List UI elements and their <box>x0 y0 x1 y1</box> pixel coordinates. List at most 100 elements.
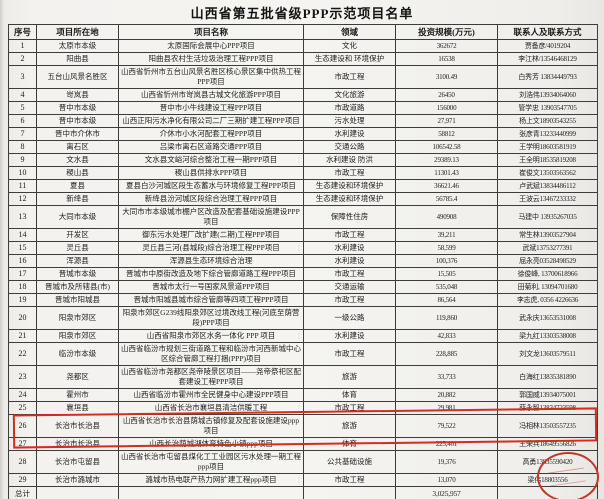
cell-contact: 崔俊文13503563562 <box>497 166 598 180</box>
cell-name: 夏县白沙河城区段生态蓄水与环境修复工程PPP项目 <box>118 179 304 193</box>
table-row: 1 太原市本级 太原国际会展中心PPP项目 文化 362672 贾备彦/4019204 <box>8 39 598 53</box>
cell-investment: 86,564 <box>395 293 498 307</box>
total-empty-cell <box>497 486 598 499</box>
cell-field: 保障性住房 <box>303 205 396 229</box>
cell-investment: 13,070 <box>395 473 498 487</box>
cell-name: 阳曲县农村生活垃圾治理工程PPP项目 <box>118 52 304 66</box>
cell-investment: 225,401 <box>395 437 498 451</box>
cell-name: 山西省临汾市霍州市全民健身中心建设PPP项目 <box>118 388 304 402</box>
table-row: 5 晋中市本级 晋中市小牛线建设工程PPP项目 市政道路 156000 管学忠 13903… <box>8 101 598 115</box>
cell-location: 阳泉市郊区 <box>36 329 119 343</box>
cell-location: 稷山县 <box>36 166 119 180</box>
cell-investment: 15,505 <box>395 267 498 281</box>
column-header-4: 投资规模(万元) <box>395 24 498 40</box>
cell-name: 御东污水处理厂改扩建(二期)工程PPP项目 <box>118 228 304 242</box>
cell-location: 晋中市本级 <box>36 101 119 115</box>
cell-name: 文水县文峪河综合整治工程一期PPP项目 <box>118 153 304 167</box>
cell-name: 山西省长治市屯留县煤化工工业园区污水处理一期工程ppp项目 <box>118 450 304 474</box>
cell-contact: 杨上文18903543255 <box>497 114 598 128</box>
cell-contact: 刘浩伟13934064060 <box>497 88 598 102</box>
table-row: 11 夏县 夏县白沙河城区段生态蓄水与环境修复工程PPP项目 生态建设和环境保护 366… <box>8 179 598 193</box>
cell-name: 太原国际会展中心PPP项目 <box>118 39 304 53</box>
cell-investment: 36621.46 <box>395 179 498 193</box>
cell-contact: 贾备彦/4019204 <box>497 39 598 53</box>
cell-name: 山西省忻州市岢岚县古城文化旅游PPP项目 <box>118 88 304 102</box>
table-row: 15 灵丘县 灵丘县三河(县城段)综合治理工程PPP项目 水利建设 58,599 武斌13… <box>8 241 598 255</box>
cell-contact: 王全明18535819208 <box>497 153 598 167</box>
cell-no: 13 <box>8 205 37 229</box>
table-body: 1 太原市本级 太原国际会展中心PPP项目 文化 362672 贾备彦/4019204 2 阳… <box>8 39 598 499</box>
cell-field: 生态建设和环境保护 <box>303 192 396 206</box>
cell-no: 15 <box>8 241 37 255</box>
header-row: 序号 项目所在地 项目名称 领域 投资规模(万元) 联系人及联系方式 <box>8 24 598 40</box>
column-header-3: 领域 <box>303 24 396 40</box>
cell-no: 4 <box>8 88 37 102</box>
cell-location: 阳曲县 <box>36 52 119 66</box>
cell-field: 水利建设 <box>303 254 396 268</box>
cell-location: 晋中市本级 <box>36 114 119 128</box>
cell-investment: 33,733 <box>395 365 498 389</box>
cell-investment: 11301.43 <box>395 166 498 180</box>
cell-location: 晋城市及所辖县(市) <box>36 280 119 294</box>
cell-no: 3 <box>8 65 37 89</box>
cell-investment: 39,211 <box>395 228 498 242</box>
cell-investment: 27,971 <box>395 114 498 128</box>
cell-field: 文化 <box>303 39 396 53</box>
cell-investment: 56785.4 <box>395 192 498 206</box>
table-row: 22 临汾市本级 山西省临汾市规划三街道路工程和临汾市河西新城中心区综合管廊工程打捆… <box>8 342 598 366</box>
cell-no: 29 <box>8 473 37 487</box>
cell-investment: 535,048 <box>395 280 498 294</box>
table-row: 27 长治市长治县 山西长治荫城湖体育特色小镇ppp项目 体育 225,401 王荣兵18… <box>8 437 598 451</box>
cell-field: 市政工程 <box>303 342 396 366</box>
cell-field: 水利建设 防洪 <box>303 153 396 167</box>
column-header-1: 项目所在地 <box>36 24 119 40</box>
cell-contact: 薛永智13834723598 <box>497 401 598 415</box>
cell-contact: 常生林13903527904 <box>497 228 598 242</box>
cell-contact: 冯相林13503557235 <box>497 414 598 438</box>
cell-no: 5 <box>8 101 37 115</box>
table-row: 7 晋中市介休市 介休市小水河配套工程PPP项目 水利建设 58812 张彦青132334… <box>8 127 598 141</box>
table-row: 21 阳泉市郊区 山西省阳泉市郊区水务一体化 PPP 项目 水利建设 42,833 梁九红… <box>8 329 598 343</box>
cell-name: 山西省长治市长治县荫城古镇修复及配套设施建设ppp项目 <box>118 414 304 438</box>
cell-no: 24 <box>8 388 37 402</box>
cell-contact: 屈永亮03528498529 <box>497 254 598 268</box>
cell-contact: 武斌13753277391 <box>497 241 598 255</box>
cell-name: 新绛县汾河城区段综合治理工程PPP项目 <box>118 192 304 206</box>
table-row: 29 长治市潞城市 潞城市热电联产热力网扩建工程ppp项目 市政工程 13,070 梁伟1… <box>8 473 598 487</box>
cell-field: 水利建设 <box>303 241 396 255</box>
cell-no: 16 <box>8 254 37 268</box>
cell-name: 大同市市本级城市棚户区改造及配套基础设施建设PPP项目 <box>118 205 304 229</box>
cell-no: 28 <box>8 450 37 474</box>
cell-location: 霍州市 <box>36 388 119 402</box>
cell-field: 市政道路 <box>303 101 396 115</box>
cell-contact: 梁伟18803556 <box>497 473 598 487</box>
cell-investment: 3100.49 <box>395 65 498 89</box>
cell-contact: 马建中 13935267035 <box>497 205 598 229</box>
cell-field: 生态建设和 环境保护 <box>303 52 396 66</box>
cell-contact: 王荣兵18649556826 <box>497 437 598 451</box>
table-row: 16 浑源县 浑源县生态环境综合治理 水利建设 100,376 屈永亮0352849852… <box>8 254 598 268</box>
cell-contact: 刘文龙13603579511 <box>497 342 598 366</box>
column-header-0: 序号 <box>8 24 37 40</box>
cell-investment: 228,885 <box>395 342 498 366</box>
cell-field: 污水处理 <box>303 114 396 128</box>
ppp-project-table: 序号 项目所在地 项目名称 领域 投资规模(万元) 联系人及联系方式 1 太原市本级 太原国际… <box>8 24 598 499</box>
table-row: 20 阳泉市郊区 阳泉市郊区G239线阳泉郊区过境改线工程(河底至荫营段)PPP项目… <box>8 306 598 330</box>
table-row: 18 晋城市及所辖县(市) 晋城市太行一号国家风景道PPP项目 交通运输 535,048… <box>8 280 598 294</box>
cell-name: 晋中市小牛线建设工程PPP项目 <box>118 101 304 115</box>
cell-field: 旅游 <box>303 414 396 438</box>
table-row: 4 岢岚县 山西省忻州市岢岚县古城文化旅游PPP项目 文化旅游 26450 刘浩伟1393… <box>8 88 598 102</box>
table-row: 25 襄垣县 山西省长治市襄垣县清洁供暖工程 市政工程 29,981 薛永智1383472… <box>8 401 598 415</box>
cell-name: 浑源县生态环境综合治理 <box>118 254 304 268</box>
cell-contact: 高勇13835590420 <box>497 450 598 474</box>
cell-investment: 20,882 <box>395 388 498 402</box>
cell-no: 18 <box>8 280 37 294</box>
cell-field: 市政工程 <box>303 65 396 89</box>
cell-location: 新绛县 <box>36 192 119 206</box>
cell-no: 8 <box>8 140 37 154</box>
cell-field: 市政工程 <box>303 473 396 487</box>
table-row: 10 稷山县 稷山县供排水PPP项目 市政工程 11301.43 崔俊文135035635… <box>8 166 598 180</box>
cell-investment: 100,376 <box>395 254 498 268</box>
cell-field: 一级公路 <box>303 306 396 330</box>
cell-field: 文化旅游 <box>303 88 396 102</box>
